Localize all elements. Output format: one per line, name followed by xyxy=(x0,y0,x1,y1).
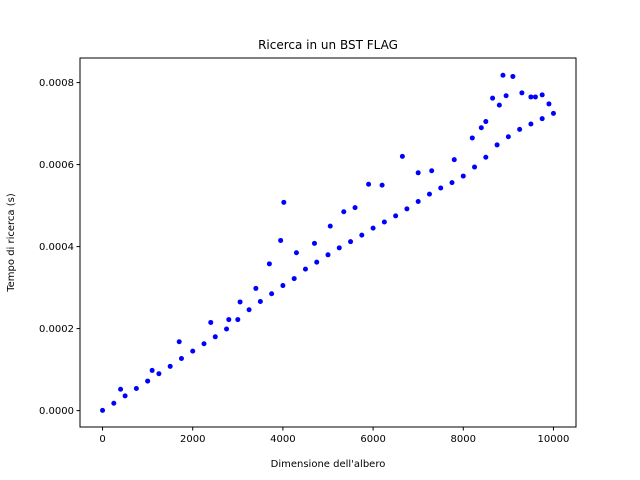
data-point xyxy=(517,126,523,132)
data-point xyxy=(519,90,525,96)
x-tick-label: 0 xyxy=(99,434,105,445)
data-point xyxy=(496,102,502,108)
x-tick-label: 6000 xyxy=(360,434,385,445)
data-point xyxy=(404,206,410,212)
data-point xyxy=(122,393,128,399)
x-axis-label: Dimensione dell'albero xyxy=(271,459,386,470)
data-point xyxy=(528,94,534,100)
data-point xyxy=(278,237,284,243)
data-point xyxy=(539,116,545,122)
x-tick-label: 10000 xyxy=(538,434,570,445)
data-point xyxy=(500,72,506,78)
data-point xyxy=(336,245,342,251)
data-point xyxy=(510,73,516,79)
data-point xyxy=(472,164,478,170)
data-point xyxy=(490,95,496,101)
data-point xyxy=(451,157,457,163)
data-point xyxy=(341,209,347,215)
data-point xyxy=(393,213,399,219)
x-tick-label: 4000 xyxy=(270,434,295,445)
data-point xyxy=(438,185,444,191)
data-point xyxy=(327,223,333,229)
data-point xyxy=(379,182,385,188)
data-point xyxy=(269,291,275,297)
data-point xyxy=(190,348,196,354)
data-point xyxy=(224,326,230,332)
data-point xyxy=(302,266,308,272)
x-tick-label: 2000 xyxy=(180,434,205,445)
data-point xyxy=(539,92,545,98)
data-point xyxy=(226,317,232,323)
y-tick-label: 0.0006 xyxy=(39,160,74,171)
x-axis: 0 2000 4000 6000 8000 10000 xyxy=(99,427,569,445)
data-point xyxy=(415,199,421,204)
data-point xyxy=(212,334,218,340)
data-point xyxy=(253,285,259,291)
data-point xyxy=(167,363,173,369)
data-point xyxy=(366,181,372,187)
data-point xyxy=(280,283,286,289)
data-point xyxy=(145,378,151,384)
data-point xyxy=(325,252,331,258)
y-tick-label: 0.0008 xyxy=(39,78,74,89)
data-point xyxy=(449,180,455,186)
data-point xyxy=(352,205,358,211)
data-point xyxy=(370,225,376,231)
data-point xyxy=(494,142,500,148)
data-point xyxy=(546,101,552,107)
data-point xyxy=(156,371,162,377)
data-point xyxy=(460,173,466,179)
data-point xyxy=(201,341,207,347)
x-tick-label: 8000 xyxy=(451,434,476,445)
data-point xyxy=(503,93,509,99)
data-point xyxy=(291,276,297,282)
data-point xyxy=(415,170,421,176)
data-point xyxy=(111,400,117,406)
data-point xyxy=(293,250,299,256)
data-point xyxy=(359,232,365,238)
data-point xyxy=(100,407,106,413)
data-point xyxy=(246,307,252,313)
data-point xyxy=(532,94,538,100)
data-point xyxy=(257,299,263,305)
data-point xyxy=(314,259,320,265)
y-axis-label: Tempo di ricerca (s) xyxy=(6,193,17,293)
data-point xyxy=(266,261,272,267)
axes-frame xyxy=(79,57,577,428)
data-point xyxy=(483,119,489,125)
data-point xyxy=(348,239,354,245)
data-point xyxy=(311,240,317,246)
y-tick-label: 0.0004 xyxy=(39,242,74,253)
data-point xyxy=(149,367,155,373)
y-tick-label: 0.0000 xyxy=(39,406,74,417)
data-point xyxy=(133,385,139,391)
data-point xyxy=(208,319,214,325)
data-point xyxy=(469,135,475,141)
data-point xyxy=(237,299,243,305)
data-point xyxy=(399,153,405,159)
data-point xyxy=(483,154,489,160)
data-point xyxy=(281,199,287,205)
y-tick-label: 0.0002 xyxy=(39,324,74,335)
data-point xyxy=(478,125,484,131)
data-point xyxy=(528,121,534,127)
chart-title: Ricerca in un BST FLAG xyxy=(258,38,398,52)
data-point xyxy=(118,386,124,392)
data-point xyxy=(235,317,241,323)
y-axis: 0.0000 0.0002 0.0004 0.0006 0.0008 xyxy=(39,78,80,417)
data-point xyxy=(178,356,184,362)
data-point xyxy=(381,219,387,225)
data-point xyxy=(505,134,511,140)
data-point xyxy=(176,339,182,345)
plot-area xyxy=(100,72,556,413)
data-point xyxy=(426,191,432,197)
data-point xyxy=(429,168,435,174)
data-point xyxy=(550,110,556,116)
